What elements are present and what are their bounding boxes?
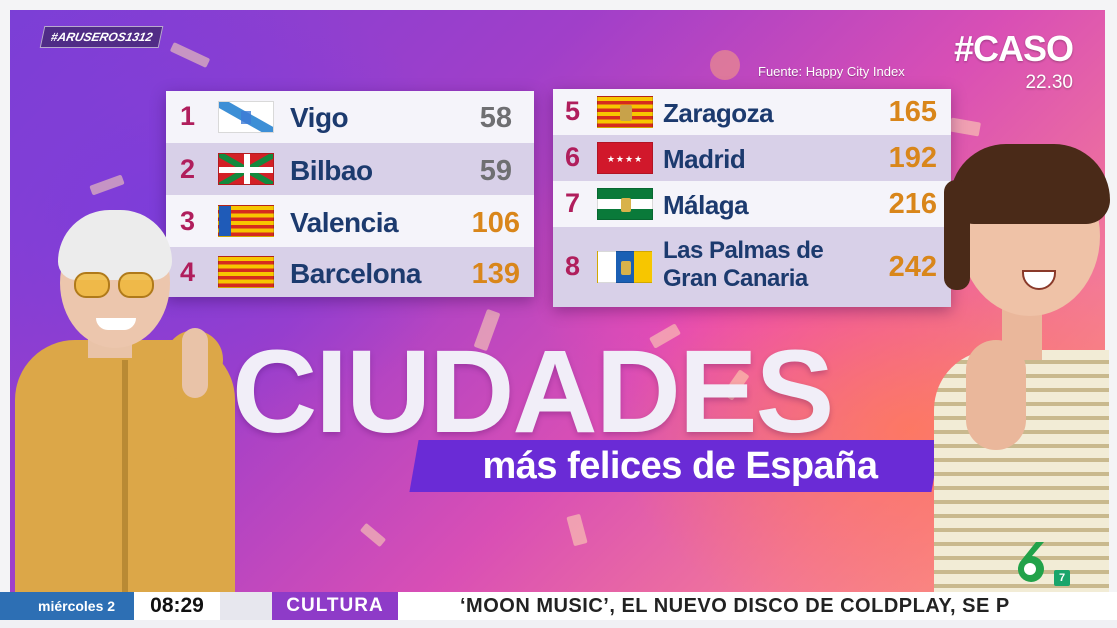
rank-number: 3 <box>180 206 196 236</box>
ticker-separator <box>220 592 272 620</box>
frame-top-edge <box>0 0 1117 10</box>
canary-flag-icon <box>597 251 653 283</box>
title-main: CIUDADES <box>232 326 834 458</box>
city-name: Valencia <box>290 207 399 238</box>
basque-flag-icon <box>218 153 274 185</box>
andalusia-flag-icon <box>597 188 653 220</box>
ranking-row: 4 Barcelona 139 <box>166 247 534 297</box>
ticker-headline: ‘MOON MUSIC’, EL NUEVO DISCO DE COLDPLAY… <box>460 595 1010 617</box>
city-score: 59 <box>479 155 512 187</box>
ticker-section: CULTURA <box>272 592 398 620</box>
rank-number: 2 <box>180 154 196 184</box>
news-ticker: miércoles 2 08:29 CULTURA ‘MOON MUSIC’, … <box>0 592 1117 628</box>
rank-number: 5 <box>565 96 581 126</box>
city-name: Málaga <box>663 190 749 220</box>
aragon-flag-icon <box>597 96 653 128</box>
city-score: 216 <box>888 188 937 220</box>
person-man-illustration <box>930 140 1110 592</box>
lasexta-logo-icon <box>1010 540 1050 584</box>
ticker-clock: 08:29 <box>134 592 220 620</box>
ranking-row: 3 Valencia 106 <box>166 195 534 247</box>
person-woman-illustration <box>10 210 240 592</box>
ticker-bottom-bar <box>0 620 1117 628</box>
city-name: Barcelona <box>290 258 421 289</box>
program-time: 22.30 <box>1025 72 1073 93</box>
city-name-line1: Las Palmas de <box>663 237 824 264</box>
rank-number: 7 <box>565 188 581 218</box>
city-score: 106 <box>471 207 520 239</box>
ranking-row: 7 Málaga 216 <box>553 181 951 227</box>
city-score: 58 <box>479 102 512 134</box>
city-score: 192 <box>888 142 937 174</box>
city-score: 242 <box>888 251 937 283</box>
program-hashtag: #CASO <box>953 28 1074 69</box>
city-score: 165 <box>888 96 937 128</box>
ticker-date: miércoles 2 <box>0 592 134 620</box>
ranking-row: 5 Zaragoza 165 <box>553 89 951 135</box>
catalonia-flag-icon <box>218 256 274 288</box>
hashtag-badge: #ARUSEROS1312 <box>39 26 164 48</box>
rank-number: 4 <box>180 257 196 287</box>
frame-left-edge <box>0 0 10 592</box>
ranking-row: 6 ★★★★ Madrid 192 <box>553 135 951 181</box>
ranking-row: 8 Las Palmas de Gran Canaria 242 <box>553 227 951 307</box>
city-name: Madrid <box>663 144 746 174</box>
valencia-flag-icon <box>218 205 274 237</box>
ranking-row: 1 Vigo 58 <box>166 91 534 143</box>
source-credit: Fuente: Happy City Index <box>758 64 905 79</box>
ranking-panel-right: 5 Zaragoza 165 6 ★★★★ Madrid 192 7 Málag… <box>553 89 951 307</box>
rank-number: 8 <box>565 251 581 281</box>
channel-badge: 7 <box>1054 570 1070 586</box>
ranking-panel-left: 1 Vigo 58 2 Bilbao 59 3 Valencia 106 4 <box>166 91 534 297</box>
ranking-row: 2 Bilbao 59 <box>166 143 534 195</box>
city-name-line2: Gran Canaria <box>663 265 808 292</box>
title-subtitle: más felices de España <box>482 445 878 487</box>
rank-number: 6 <box>565 142 581 172</box>
city-score: 139 <box>471 258 520 290</box>
galicia-flag-icon <box>218 101 274 133</box>
city-name: Vigo <box>290 102 349 133</box>
madrid-flag-icon: ★★★★ <box>597 142 653 174</box>
rank-number: 1 <box>180 101 196 131</box>
city-name: Zaragoza <box>663 98 774 128</box>
city-name: Bilbao <box>290 155 373 186</box>
